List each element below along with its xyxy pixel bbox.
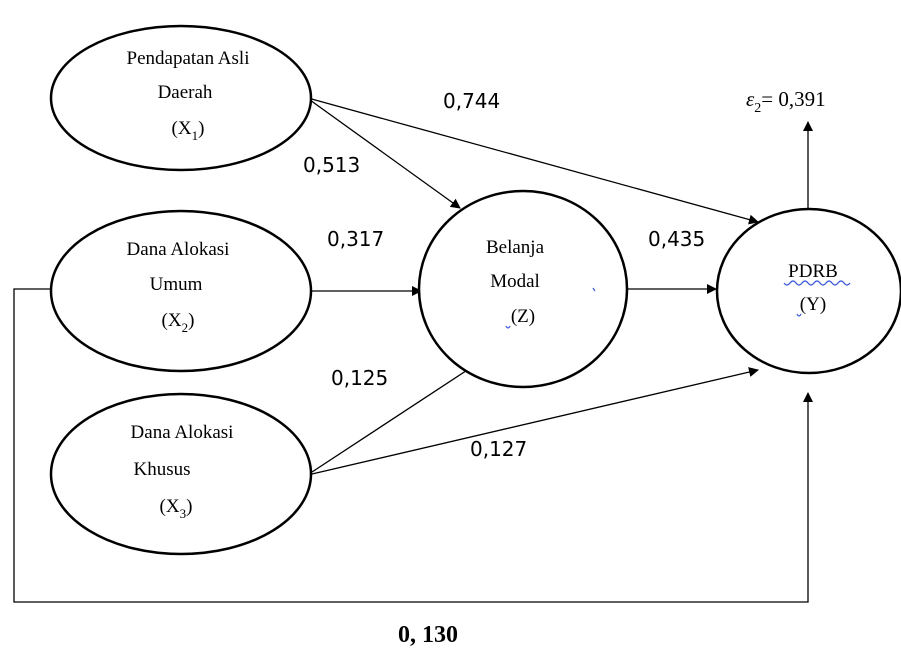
node-x1-symbol: (X1) <box>172 118 205 143</box>
node-x3-symbol: (X3) <box>160 496 193 521</box>
spellcheck-mark <box>796 313 802 317</box>
error-term-label: ε2= 0,391 <box>746 87 826 116</box>
node-x3-line1: Dana Alokasi <box>131 422 234 443</box>
node-x2-line2: Umum <box>150 274 203 295</box>
node-z-line2: Modal <box>490 271 540 292</box>
node-dana-alokasi-khusus: Dana Alokasi Khusus (X3) <box>49 392 313 556</box>
spellcheck-mark <box>505 325 511 329</box>
edge-x3-to-y <box>311 367 759 475</box>
edge-x1-to-y <box>307 97 759 225</box>
edge-x2-to-y <box>13 288 813 603</box>
edge-x1-to-z <box>309 99 461 209</box>
node-dana-alokasi-umum: Dana Alokasi Umum (X2) <box>49 209 313 373</box>
node-x1-line1: Pendapatan Asli <box>127 48 250 69</box>
node-y-line1: PDRB <box>788 261 838 282</box>
node-x3-line2: Khusus <box>133 459 190 480</box>
coef-z-y: 0,435 <box>648 227 705 251</box>
spellcheck-underline <box>783 280 851 286</box>
node-x1-line2: Daerah <box>158 82 213 103</box>
coef-x1-y: 0,744 <box>443 89 500 113</box>
coef-x3-y: 0,127 <box>470 437 527 461</box>
node-z-symbol: (Z) <box>511 306 535 327</box>
coef-x2-y: 0, 130 <box>398 622 458 648</box>
node-pendapatan-asli-daerah: Pendapatan Asli Daerah (X1) <box>49 24 313 172</box>
coef-x1-z: 0,513 <box>303 153 360 177</box>
node-z-line1: Belanja <box>486 237 545 258</box>
node-x2-symbol: (X2) <box>162 310 195 335</box>
node-y-line2: (Y) <box>800 294 826 315</box>
coef-x3-z: 0,125 <box>331 366 388 390</box>
edge-x3-to-z <box>311 362 479 473</box>
stray-mark <box>592 287 596 292</box>
node-pdrb: PDRB (Y) <box>715 207 901 375</box>
node-x2-line1: Dana Alokasi <box>127 239 230 260</box>
node-belanja-modal: Belanja Modal (Z) <box>417 189 629 389</box>
coef-x2-z: 0,317 <box>327 227 384 251</box>
